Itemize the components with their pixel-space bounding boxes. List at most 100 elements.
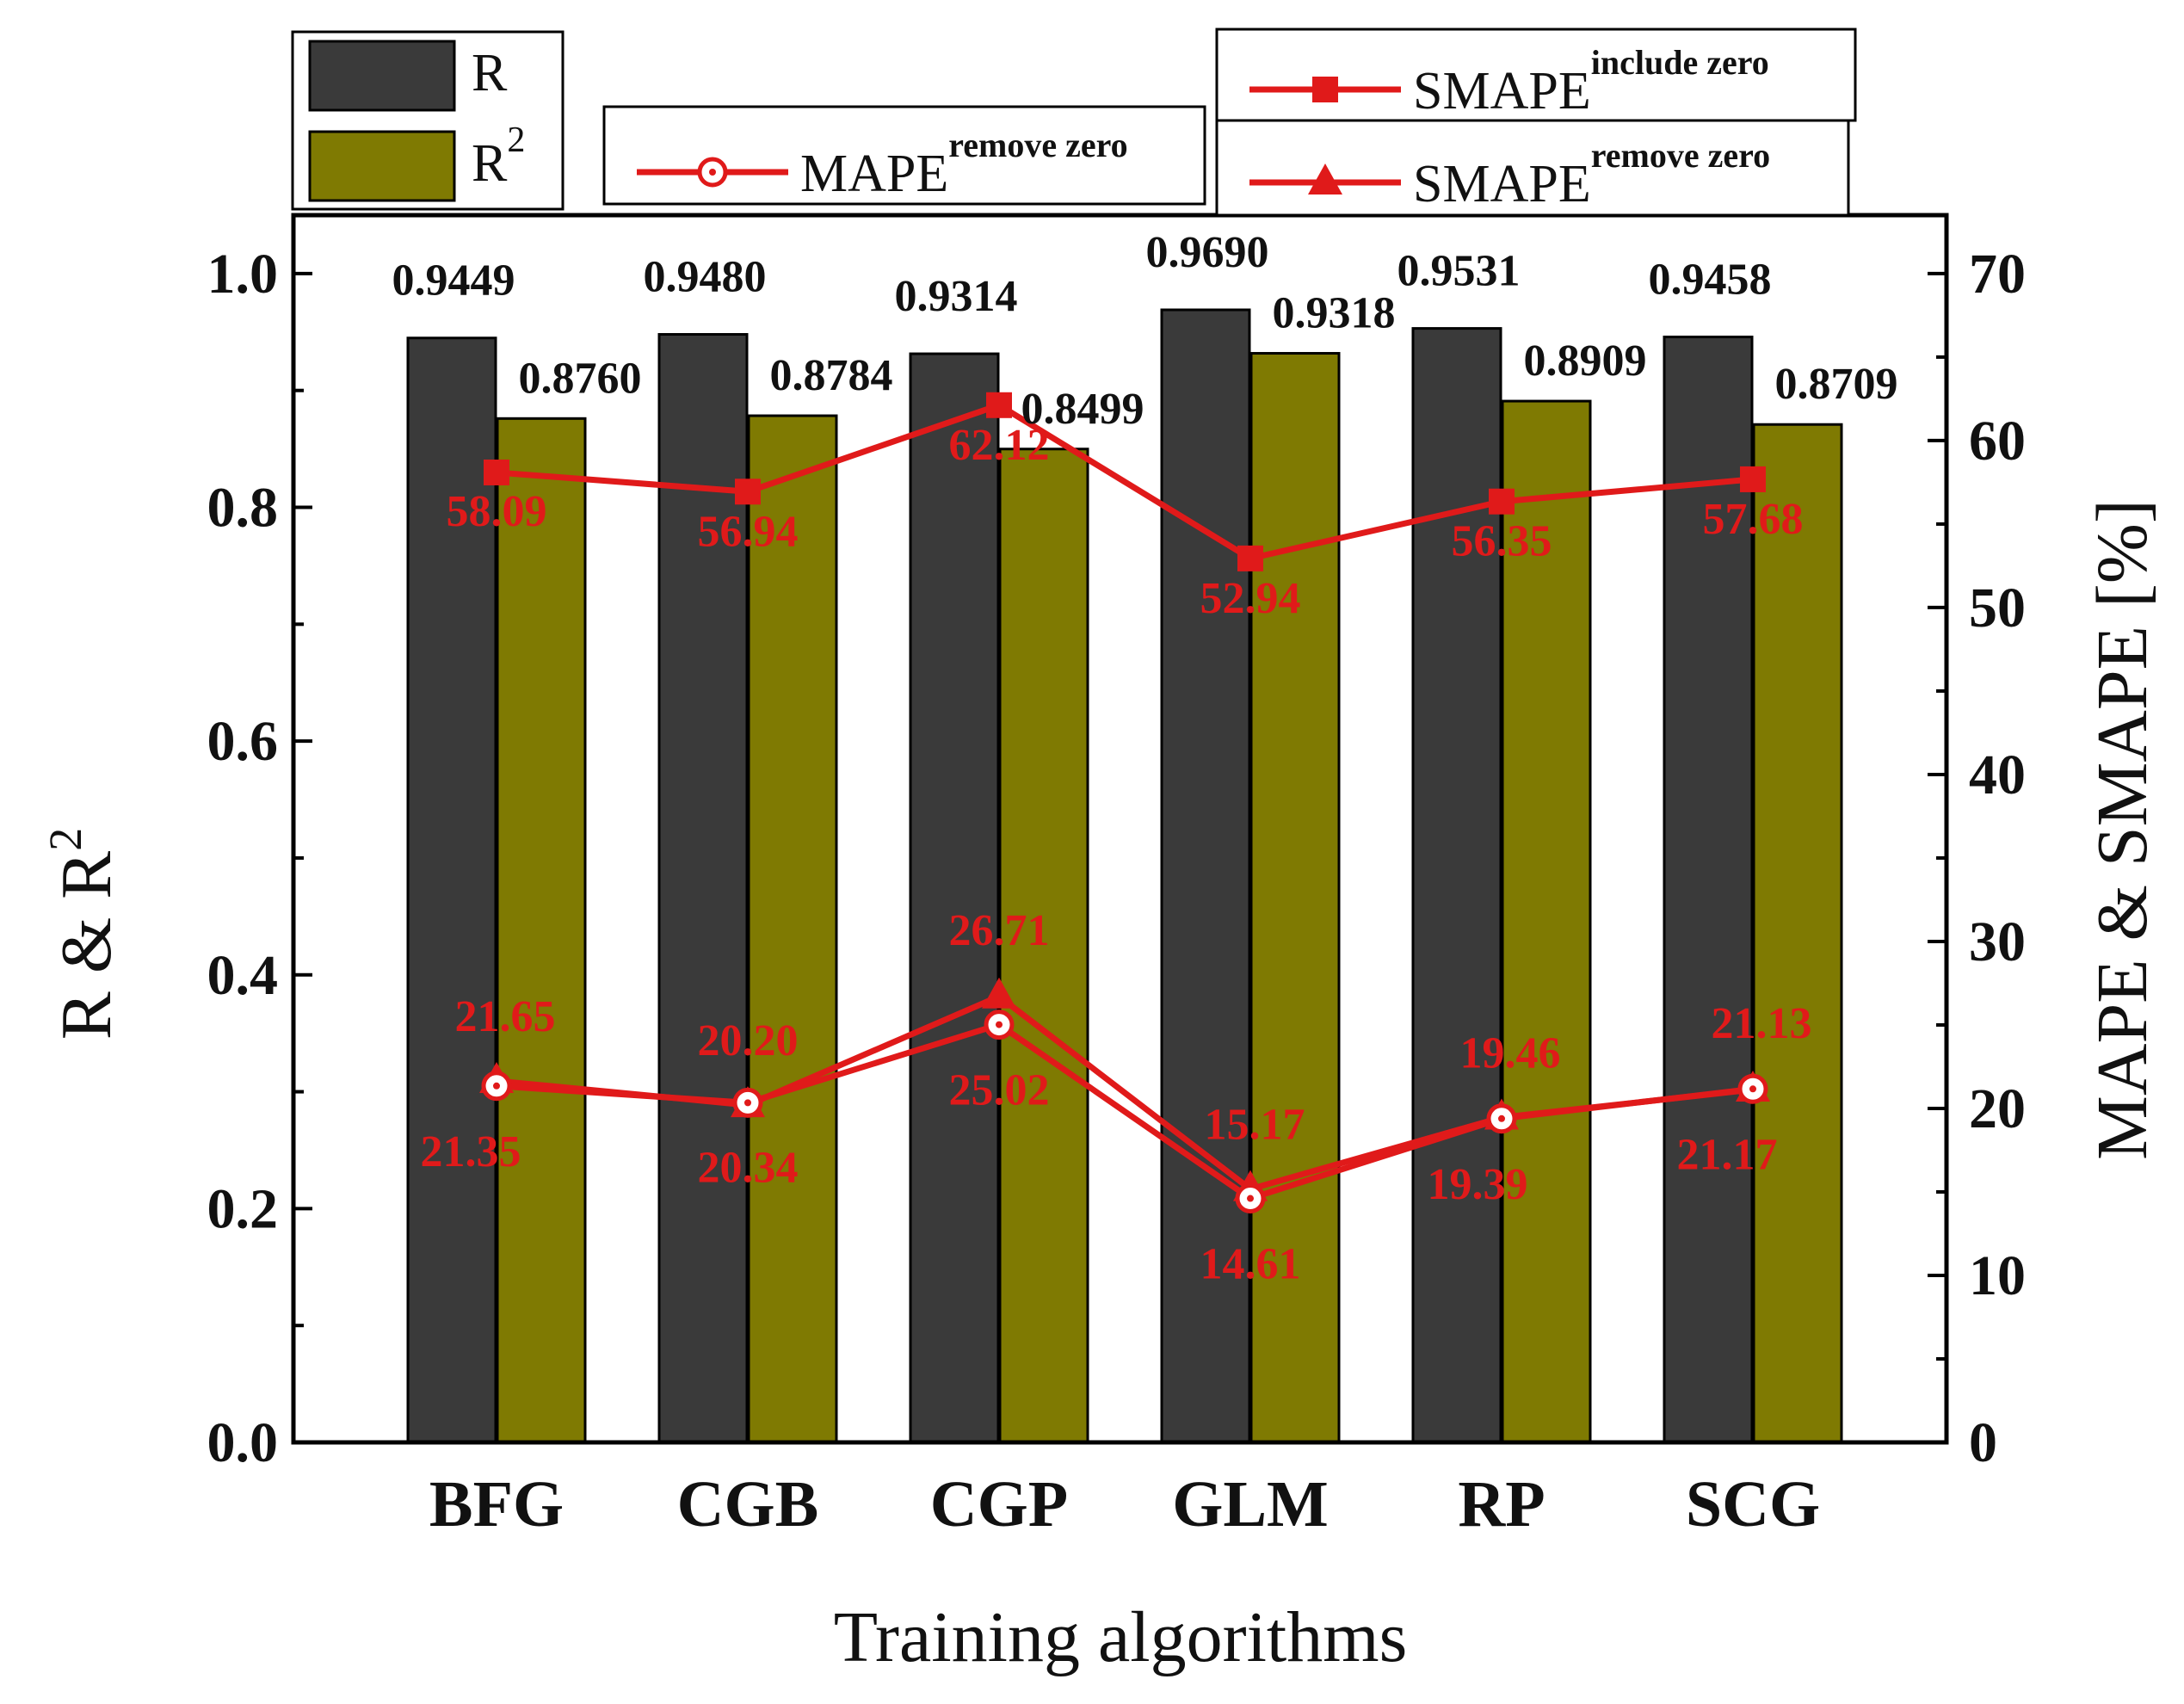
- left-tick-label: 0.8: [207, 477, 279, 540]
- bar-label-r2-scg: 0.8709: [1775, 360, 1898, 409]
- line-label-mape-remove-zero-scg: 21.17: [1677, 1130, 1778, 1179]
- marker-smape-include-zero-rp: [1489, 488, 1515, 515]
- line-mape-remove-zero: [496, 1022, 1754, 1202]
- x-axis-title: Training algorithms: [834, 1597, 1408, 1677]
- line-label-smape-remove-zero-rp: 19.46: [1460, 1028, 1561, 1077]
- category-label-rp: RP: [1458, 1468, 1545, 1540]
- axes-layer: 0.0 0.2 0.4 0.6 0.8 1.0 0 10 20 30 40 50 60 70 BFG CGB C…: [40, 213, 2162, 1677]
- right-tick-label: 20: [1969, 1077, 2026, 1140]
- legend-box-smape-include-zero: [1215, 28, 1857, 122]
- legend-box-mape-remove-zero: [602, 105, 1206, 206]
- labels-layer: 0.9449 0.9480 0.9314 0.9690 0.9531 0.9458 0.87…: [392, 228, 1898, 1289]
- right-tick-label: 40: [1969, 744, 2026, 806]
- bar-r-rp: [1411, 327, 1502, 1444]
- bar-r-scg: [1663, 336, 1754, 1444]
- y-axis-left-title-base: R & R: [46, 851, 126, 1040]
- left-tick-label: 1.0: [207, 243, 279, 306]
- marker-smape-remove-zero-cgp: [982, 977, 1016, 1009]
- marker-mape-remove-zero-glm-dot: [1247, 1195, 1254, 1202]
- legend-label: R: [472, 44, 508, 102]
- line-label-mape-remove-zero-rp: 19.39: [1428, 1160, 1528, 1209]
- bar-r-bfg: [406, 336, 497, 1444]
- bar-label-r2-cgp: 0.8499: [1021, 385, 1144, 434]
- marker-smape-include-zero-cgb: [735, 478, 761, 505]
- bar-label-r-cgb: 0.9480: [644, 253, 767, 302]
- right-tick-label: 50: [1969, 577, 2026, 639]
- line-label-mape-remove-zero-bfg: 21.35: [421, 1127, 521, 1176]
- legend-text-r: R: [472, 44, 508, 102]
- category-label-glm: GLM: [1172, 1468, 1329, 1540]
- legend-text-smape-remove-zero: SMAPEremove zero: [1413, 136, 1770, 213]
- bar-r2-rp: [1501, 399, 1592, 1444]
- y-axis-left-title: R & R2: [40, 828, 126, 1040]
- marker-mape-remove-zero-scg-dot: [1749, 1085, 1756, 1093]
- line-label-smape-include-zero-rp: 56.35: [1452, 517, 1552, 566]
- bar-r2-scg: [1752, 423, 1843, 1444]
- left-tick-label: 0.0: [207, 1411, 279, 1474]
- bars-layer: [406, 308, 1843, 1444]
- line-label-mape-remove-zero-cgb: 20.34: [698, 1143, 799, 1192]
- category-label-scg: SCG: [1686, 1468, 1820, 1540]
- y-axis-left-title-sup: 2: [40, 828, 91, 851]
- marker-mape-remove-zero-rp-dot: [1498, 1114, 1505, 1122]
- legend-swatch-r2: [308, 130, 456, 202]
- line-label-mape-remove-zero-glm: 14.61: [1200, 1240, 1301, 1289]
- legend-text-mape-remove-zero: MAPEremove zero: [800, 126, 1128, 203]
- marker-smape-include-zero-glm: [1237, 545, 1263, 571]
- marker-smape-include-zero-scg: [1740, 466, 1766, 492]
- line-label-smape-include-zero-glm: 52.94: [1200, 574, 1301, 623]
- marker-smape-include-zero-bfg: [484, 459, 509, 485]
- right-tick-label: 10: [1969, 1244, 2026, 1307]
- bar-r-glm: [1160, 308, 1251, 1444]
- plot-frame: [291, 213, 1949, 1445]
- line-label-smape-remove-zero-cgb: 20.20: [698, 1016, 799, 1065]
- bar-r2-bfg: [496, 417, 587, 1444]
- left-tick-label: 0.6: [207, 710, 279, 773]
- line-label-smape-include-zero-scg: 57.68: [1703, 495, 1804, 544]
- bar-r2-glm: [1249, 352, 1341, 1444]
- bar-label-r-cgp: 0.9314: [895, 272, 1018, 321]
- legend-box-smape-remove-zero: [1215, 119, 1850, 217]
- line-smape-include-zero: [496, 402, 1754, 562]
- legend-marker-smape-include-zero: [1312, 77, 1338, 102]
- lines-layer: [479, 392, 1770, 1214]
- right-tick-label: 70: [1969, 243, 2026, 306]
- legend-text-smape-include-zero: SMAPEinclude zero: [1413, 43, 1769, 120]
- legend-label: MAPE: [800, 145, 948, 203]
- legend-label-sup: remove zero: [1591, 136, 1770, 175]
- line-label-mape-remove-zero-cgp: 25.02: [949, 1066, 1050, 1115]
- marker-smape-include-zero-cgp: [986, 392, 1012, 418]
- line-label-smape-remove-zero-bfg: 21.65: [455, 992, 556, 1041]
- line-label-smape-remove-zero-scg: 21.13: [1712, 999, 1812, 1048]
- marker-mape-remove-zero-cgb-dot: [744, 1099, 751, 1107]
- bar-label-r2-cgb: 0.8784: [770, 351, 893, 400]
- y-axis-right-title: MAPE & SMAPE [%]: [2082, 499, 2162, 1160]
- category-label-cgb: CGB: [677, 1468, 819, 1540]
- bar-label-r2-rp: 0.8909: [1524, 336, 1647, 386]
- line-label-smape-include-zero-bfg: 58.09: [447, 487, 547, 536]
- marker-mape-remove-zero-cgp-dot: [996, 1021, 1003, 1028]
- line-label-smape-remove-zero-glm: 15.17: [1205, 1101, 1305, 1150]
- legend-label-sup: 2: [507, 120, 525, 160]
- left-tick-label: 0.2: [207, 1177, 279, 1240]
- legend-label: R: [472, 134, 508, 193]
- bar-label-r-scg: 0.9458: [1649, 256, 1772, 305]
- legend-marker-mape-remove-zero-dot: [709, 169, 716, 176]
- legend-marker-smape-remove-zero: [1308, 164, 1342, 194]
- legend-label: SMAPE: [1413, 155, 1591, 213]
- line-label-smape-include-zero-cgb: 56.94: [698, 507, 799, 556]
- bar-r-cgb: [657, 333, 749, 1444]
- legend-swatch-r: [308, 40, 456, 112]
- right-tick-label: 0: [1969, 1411, 1997, 1474]
- legend-label-sup: include zero: [1591, 43, 1769, 82]
- bar-r2-cgb: [747, 414, 838, 1444]
- bar-label-r-rp: 0.9531: [1397, 247, 1521, 296]
- legend-text-r2: R2: [472, 120, 525, 193]
- bar-label-r-glm: 0.9690: [1146, 228, 1269, 277]
- right-tick-label: 60: [1969, 410, 2026, 472]
- bar-label-r-bfg: 0.9449: [392, 256, 515, 306]
- right-tick-label: 30: [1969, 911, 2026, 973]
- legend-label: SMAPE: [1413, 62, 1591, 120]
